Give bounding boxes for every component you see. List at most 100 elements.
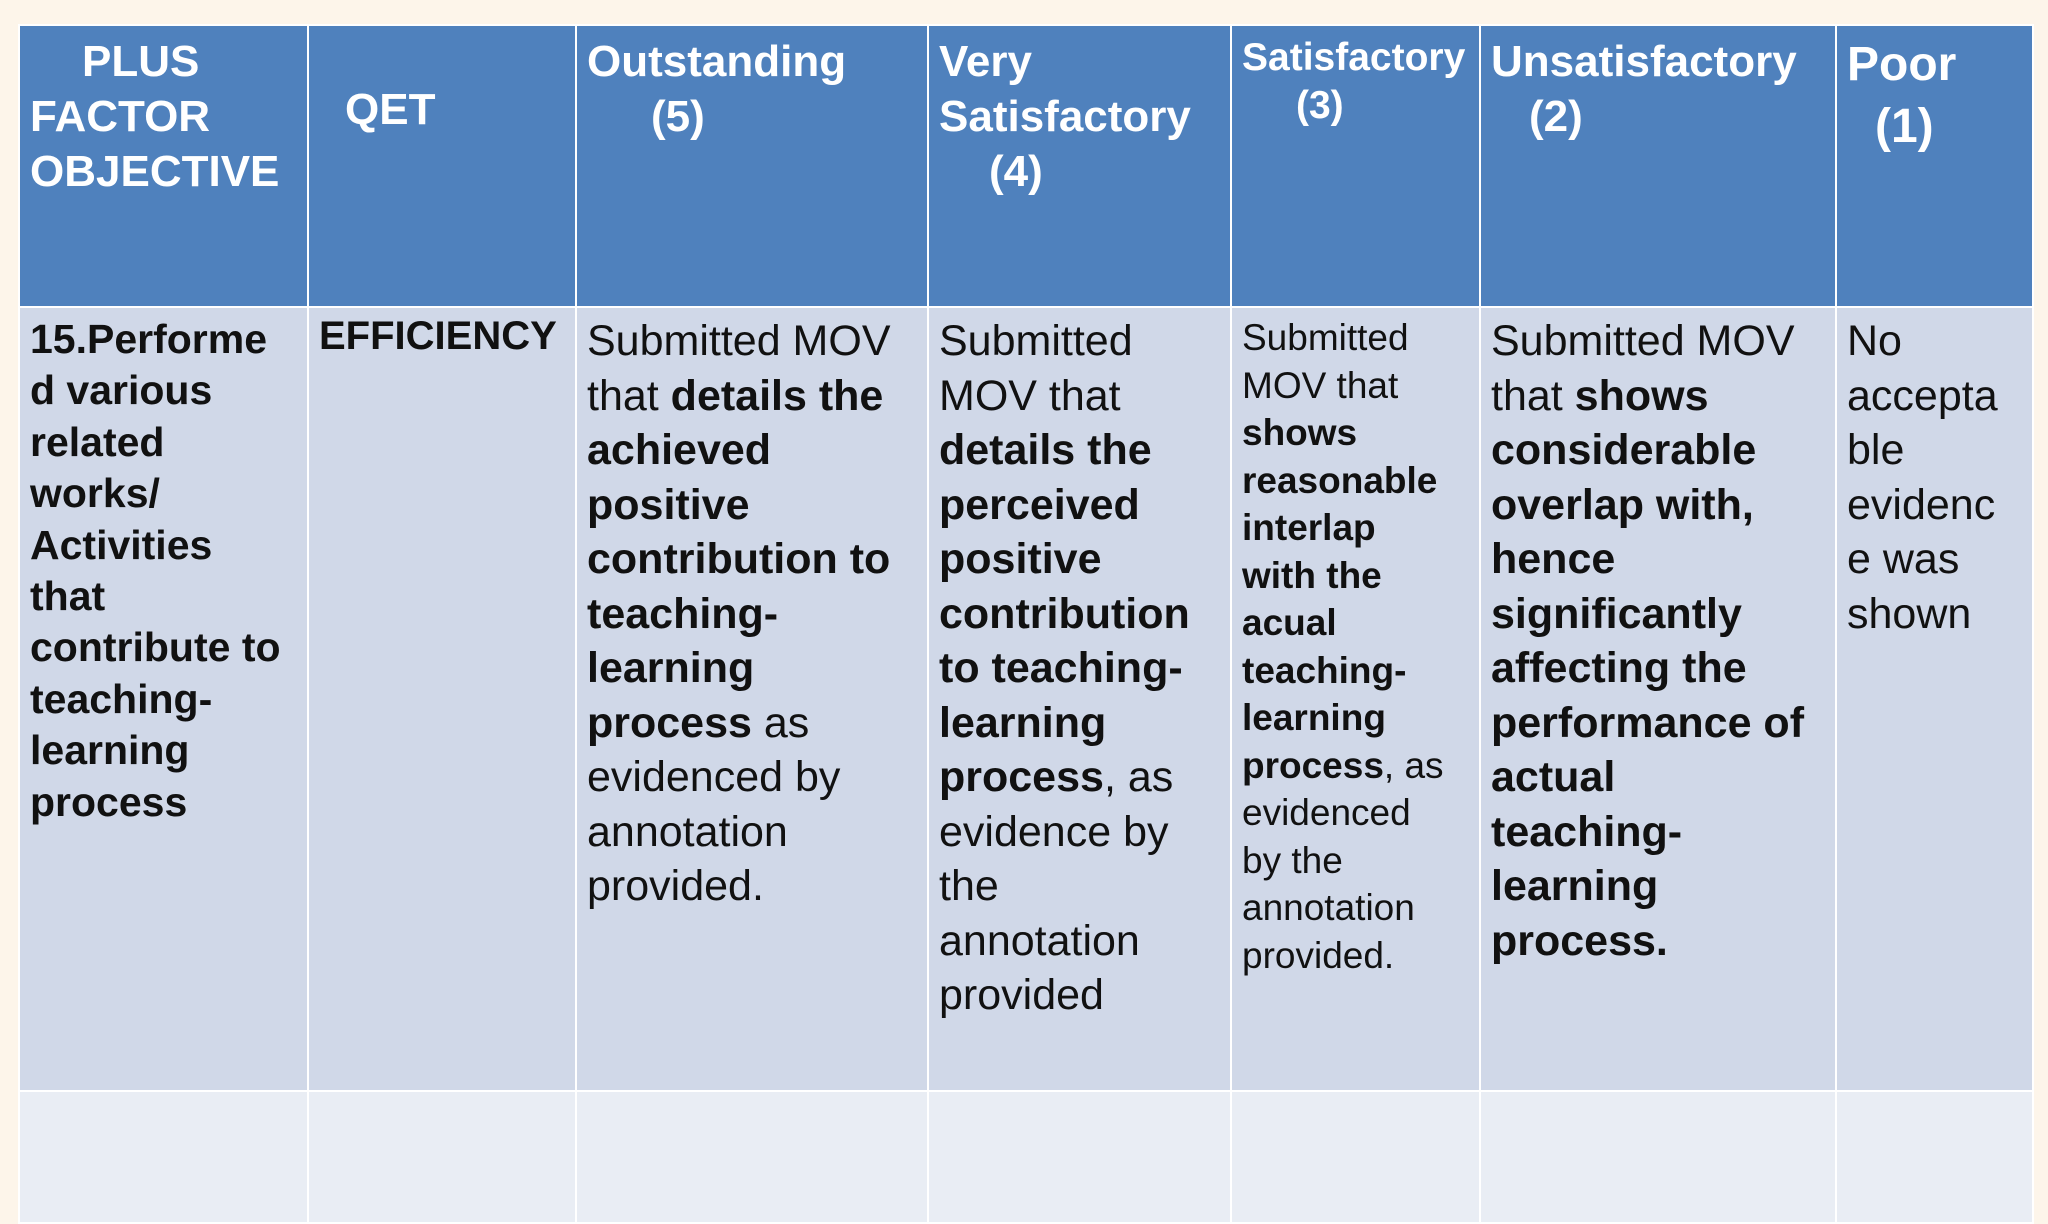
cell-text: ble	[1847, 426, 1905, 474]
cell-unsatisfactory: Submitted MOV that shows considerable ov…	[1479, 306, 1837, 1092]
cell-text-bold: details the	[670, 371, 884, 420]
cell-text-bold: learning	[587, 644, 755, 692]
header-row: PLUS FACTOR OBJECTIVE QET Outstanding (5…	[18, 24, 2034, 308]
cell-text: evidenced by	[587, 753, 841, 801]
cell-very-satisfactory: Submitted MOV that details the perceived…	[927, 306, 1232, 1092]
empty-cell	[575, 1090, 929, 1224]
header-very-satisfactory: Very Satisfactory (4)	[927, 24, 1232, 308]
header-text: FACTOR	[30, 92, 211, 141]
cell-text-bold: positive	[587, 480, 750, 529]
cell-text: , as	[1383, 744, 1444, 786]
cell-text-bold: with the	[1242, 554, 1382, 596]
cell-text: d various	[30, 367, 213, 414]
cell-text: that	[30, 573, 106, 620]
cell-text: provided.	[587, 862, 764, 910]
cell-text: provided.	[1242, 934, 1395, 976]
header-text: (2)	[1529, 92, 1583, 141]
cell-text-bold: interlap	[1242, 507, 1376, 548]
cell-text-bold: contribution to	[587, 535, 891, 583]
cell-text-bold: significantly	[1491, 589, 1742, 638]
header-poor: Poor (1)	[1835, 24, 2034, 308]
header-text: QET	[345, 85, 436, 134]
cell-text: annotation	[939, 916, 1140, 965]
header-qet: QET	[307, 24, 577, 308]
cell-text: accepta	[1847, 371, 1998, 420]
cell-text-bold: hence	[1491, 535, 1616, 583]
cell-text-bold: achieved	[587, 426, 772, 474]
empty-cell	[1230, 1090, 1481, 1224]
cell-text: e was	[1847, 535, 1960, 583]
cell-text: annotation	[1242, 887, 1415, 928]
cell-text-bold: to teaching-	[939, 644, 1183, 692]
header-text: Very	[939, 37, 1032, 86]
cell-text-bold: acual	[1242, 602, 1337, 643]
cell-text: that	[1491, 371, 1575, 420]
cell-text-bold: process	[1242, 744, 1384, 786]
header-text: Poor	[1847, 38, 1957, 91]
header-outstanding: Outstanding (5)	[575, 24, 929, 308]
header-text: Satisfactory	[939, 92, 1191, 141]
cell-text: Activities	[30, 521, 213, 568]
header-satisfactory: Satisfactory (3)	[1230, 24, 1481, 308]
cell-text-bold: shows	[1242, 412, 1358, 453]
cell-text: annotation	[587, 807, 788, 856]
header-text: PLUS	[82, 37, 200, 86]
cell-qet: EFFICIENCY	[307, 306, 577, 1092]
cell-text: that	[587, 371, 671, 420]
cell-text: works/	[30, 470, 160, 517]
cell-text: process	[30, 778, 188, 825]
cell-text: related	[30, 418, 165, 465]
cell-text-bold: affecting the	[1491, 644, 1747, 692]
cell-text-bold: learning	[1242, 697, 1386, 738]
cell-text-bold: positive	[939, 535, 1102, 583]
cell-text: Submitted	[939, 317, 1133, 365]
cell-text-bold: overlap with,	[1491, 480, 1754, 529]
cell-satisfactory: Submitted MOV that shows reasonable inte…	[1230, 306, 1481, 1092]
cell-outstanding: Submitted MOV that details the achieved …	[575, 306, 929, 1092]
cell-text: the	[939, 862, 999, 910]
cell-text-bold: learning	[939, 698, 1107, 747]
cell-text: teaching-	[30, 675, 213, 722]
cell-text-bold: perceived	[939, 480, 1140, 529]
cell-text: , as	[1103, 753, 1174, 801]
cell-text: learning	[30, 727, 190, 774]
cell-text: evidenc	[1847, 480, 1996, 529]
cell-text-bold: teaching-	[587, 589, 779, 638]
cell-poor: No accepta ble evidenc e was shown	[1835, 306, 2034, 1092]
cell-text-bold: shows	[1574, 371, 1709, 420]
header-text: (3)	[1296, 84, 1344, 127]
cell-objective: 15.Performe d various related works/ Act…	[18, 306, 309, 1092]
header-text: (1)	[1875, 100, 1934, 153]
empty-cell	[18, 1090, 309, 1224]
cell-text-bold: teaching-	[1242, 649, 1407, 691]
cell-text-bold: performance of	[1491, 698, 1805, 747]
cell-text: MOV that	[939, 371, 1121, 420]
cell-text: shown	[1847, 589, 1972, 638]
cell-text: EFFICIENCY	[319, 314, 557, 358]
cell-text: 15.Performe	[30, 316, 268, 362]
header-text: (4)	[989, 147, 1043, 196]
cell-text: Submitted MOV	[1491, 317, 1795, 365]
header-text: OBJECTIVE	[30, 147, 280, 196]
cell-text-bold: process	[939, 753, 1104, 801]
empty-cell	[307, 1090, 577, 1224]
cell-text-bold: details the	[939, 426, 1152, 474]
cell-text-bold: reasonable	[1242, 459, 1438, 501]
cell-text: as	[751, 698, 810, 747]
cell-text-bold: actual	[1491, 753, 1616, 801]
header-text: Satisfactory	[1242, 36, 1466, 79]
empty-cell	[927, 1090, 1232, 1224]
rating-rubric-table: PLUS FACTOR OBJECTIVE QET Outstanding (5…	[18, 24, 2034, 1224]
cell-text: Submitted MOV	[587, 317, 891, 365]
empty-cell	[1835, 1090, 2034, 1224]
header-text: Outstanding	[587, 37, 847, 86]
header-unsatisfactory: Unsatisfactory (2)	[1479, 24, 1837, 308]
empty-table-row	[18, 1090, 2034, 1224]
cell-text-bold: process	[587, 698, 752, 747]
cell-text: evidenced	[1242, 792, 1411, 833]
cell-text-bold: contribution	[939, 589, 1190, 638]
cell-text: MOV that	[1242, 364, 1399, 406]
cell-text: provided	[939, 971, 1104, 1019]
cell-text-bold: learning	[1491, 862, 1659, 910]
cell-text: by the	[1242, 839, 1343, 881]
